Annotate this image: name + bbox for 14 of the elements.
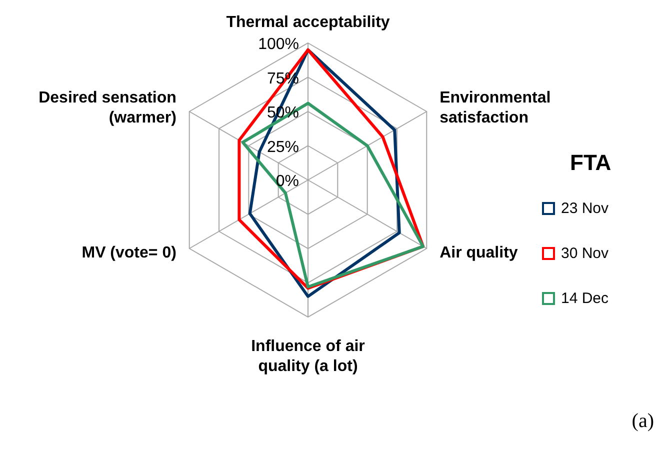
spoke-label: Air quality — [440, 244, 518, 262]
spoke-label: MV (vote= 0) — [82, 244, 176, 262]
spoke-label: Thermal acceptability — [226, 14, 390, 31]
y-tick-label: 100% — [258, 36, 299, 53]
legend-title: FTA — [570, 150, 612, 176]
legend-label: 30 Nov — [561, 245, 609, 262]
y-tick-label: 25% — [266, 138, 299, 156]
spoke-label: Environmental satisfaction — [440, 90, 551, 126]
spoke-label: Influence of air quality (a lot) — [251, 338, 365, 375]
legend-label: 23 Nov — [561, 200, 609, 217]
legend-label: 14 Dec — [561, 290, 609, 307]
text: (a) — [632, 410, 654, 433]
spoke-label: Desired sensation (warmer) — [38, 90, 176, 126]
y-tick-label: 0% — [276, 173, 299, 190]
